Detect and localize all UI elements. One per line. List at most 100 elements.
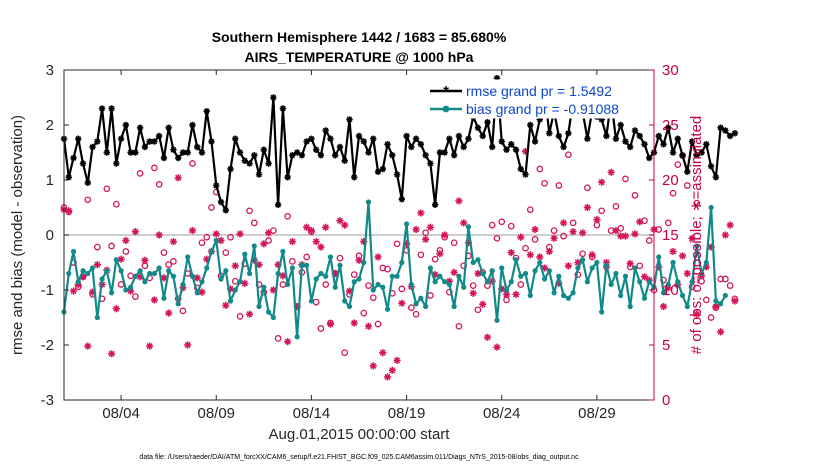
obs-possible-point (598, 207, 606, 215)
rmse-point (393, 171, 401, 178)
obs-assimilated-point (536, 253, 544, 261)
obs-possible-point (579, 250, 586, 258)
rmse-point (75, 135, 82, 142)
rmse-point (688, 138, 696, 145)
y-axis-left: -3 -2 -1 0 1 2 3 (41, 62, 69, 409)
obs-possible-point (365, 282, 372, 289)
rmse-point (622, 138, 629, 145)
obs-possible-point (722, 275, 729, 283)
obs-possible-point (250, 219, 258, 227)
obs-assimilated-point (222, 301, 230, 309)
obs-assimilated-point (193, 274, 201, 282)
bias-point (337, 262, 343, 268)
obs-assimilated-point (474, 269, 482, 278)
rmse-point (184, 149, 191, 156)
bias-point (675, 279, 681, 285)
rmse-point (370, 135, 377, 142)
rmse-point (674, 135, 681, 142)
bias-point (104, 268, 110, 274)
rmse-point (603, 132, 610, 140)
obs-possible-point (227, 233, 234, 241)
obs-assimilated-point (659, 302, 668, 311)
rmse-point (260, 146, 268, 153)
y-axis-label: rmse and bias (model - observation) (9, 115, 26, 355)
bias-point (456, 273, 462, 279)
rmse-point (122, 121, 130, 129)
obs-assimilated-point (398, 299, 406, 307)
obs-assimilated-point (317, 243, 325, 251)
x-tick-label: 08/04 (102, 405, 140, 422)
bias-series (61, 199, 728, 340)
obs-possible-point (469, 282, 477, 289)
bias-point (394, 273, 400, 279)
rmse-point (398, 196, 406, 203)
rmse-point (213, 182, 220, 189)
bias-point (80, 268, 86, 274)
obs-assimilated-point (393, 356, 401, 364)
rmse-point (389, 152, 396, 159)
rmse-point (355, 132, 363, 140)
obs-assimilated-point (236, 230, 244, 238)
rmse-point (531, 138, 539, 145)
obs-possible-point (155, 181, 163, 188)
bias-point (575, 265, 581, 271)
rmse-point (232, 135, 239, 142)
bias-point (204, 265, 210, 271)
obs-possible-point (360, 309, 368, 317)
rmse-point (384, 141, 391, 148)
y-tick-label: -3 (41, 392, 54, 409)
bias-point (551, 290, 557, 296)
obs-assimilated-point (288, 238, 296, 246)
rmse-point (360, 138, 367, 145)
bias-point (161, 295, 167, 301)
bias-point (489, 268, 495, 274)
bias-point (432, 279, 438, 285)
rmse-point (203, 108, 210, 115)
rmse-point (174, 154, 182, 162)
bias-point (722, 292, 728, 299)
obs-assimilated-point (284, 338, 292, 346)
obs-possible-point (664, 219, 672, 227)
rmse-point (189, 121, 196, 129)
obs-possible-point (374, 320, 382, 328)
bias-point (589, 265, 595, 271)
bias-point (270, 314, 276, 321)
bias-point (399, 259, 405, 266)
bias-point (156, 265, 162, 271)
rmse-point (113, 160, 120, 167)
bias-point (180, 281, 186, 288)
data-file-footnote: data file: /Users/raeder/DAI/ATM_forcXX/… (139, 454, 579, 461)
obs-assimilated-point (355, 256, 363, 264)
obs-possible-point (488, 221, 496, 229)
rmse-point (479, 132, 486, 140)
rmse-point (465, 135, 472, 142)
rmse-point (474, 124, 482, 131)
bias-point (618, 292, 624, 299)
obs-possible-point (636, 262, 644, 270)
obs-possible-point (84, 196, 92, 204)
y2-axis-label: # of obs: o=possible; ∗=assimilated (688, 116, 705, 355)
bias-point (703, 259, 709, 266)
bias-point (694, 243, 700, 249)
bias-point (346, 303, 353, 310)
rmse-point (308, 135, 315, 142)
obs-assimilated-point (678, 252, 687, 260)
bias-point (637, 279, 643, 285)
obs-possible-point (693, 199, 701, 207)
obs-possible-point (265, 237, 272, 244)
obs-possible-point (498, 218, 506, 226)
rmse-point (446, 135, 453, 142)
rmse-point (179, 149, 187, 156)
rmse-point (679, 152, 686, 159)
bias-point (299, 262, 305, 268)
obs-possible-point (517, 281, 525, 288)
bias-point (66, 270, 72, 277)
bias-point (556, 273, 562, 279)
obs-assimilated-point (307, 227, 316, 235)
rmse-point (274, 201, 282, 208)
bias-point (280, 248, 286, 255)
obs-assimilated-point (612, 227, 620, 235)
obs-possible-point (317, 325, 325, 332)
rmse-point (155, 132, 163, 140)
